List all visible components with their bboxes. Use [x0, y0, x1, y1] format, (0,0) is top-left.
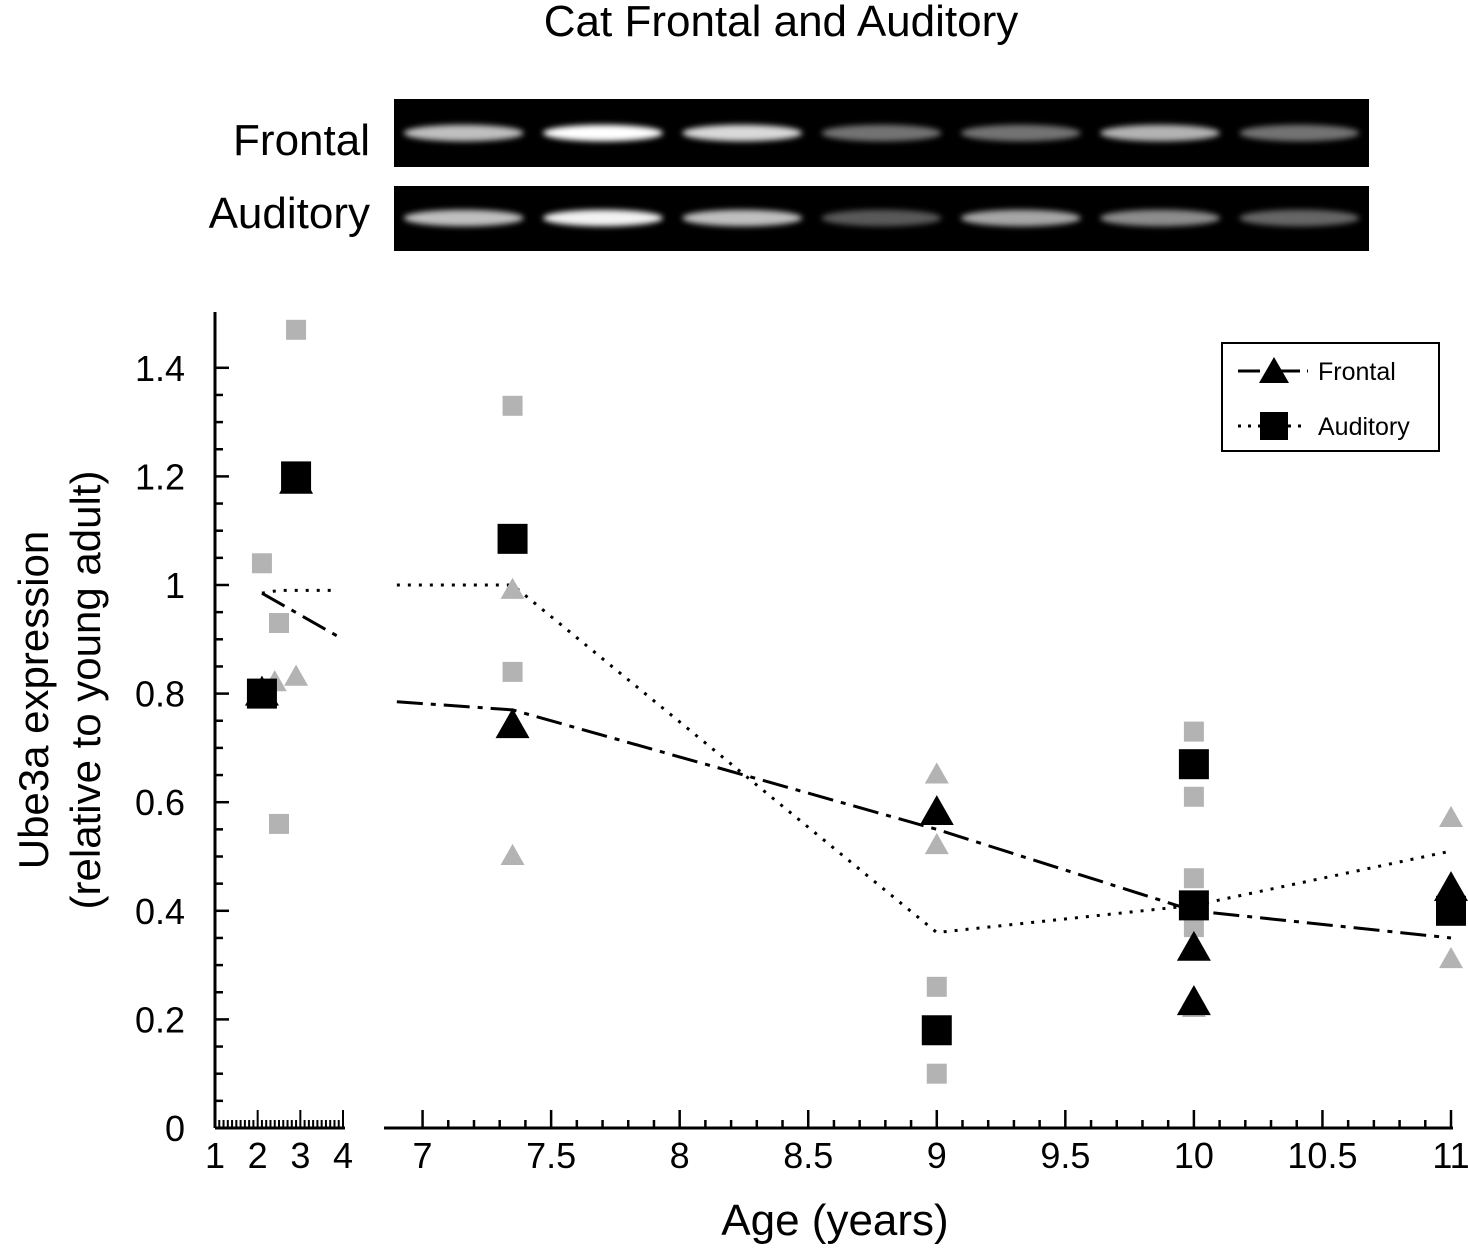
- x-tick-label-left: 4: [333, 1135, 353, 1176]
- y-tick-label: 1.4: [135, 348, 185, 389]
- frontal-individual-point: [1439, 946, 1463, 969]
- trend-line-frontal-left: [261, 591, 344, 641]
- blot-band-frontal: [821, 124, 942, 142]
- blot-band-frontal: [1100, 124, 1221, 142]
- auditory-individual-point: [926, 1063, 947, 1084]
- data-points: [244, 319, 1468, 1084]
- legend-label-auditory: Auditory: [1318, 413, 1410, 441]
- auditory-mean-point: [1178, 749, 1209, 780]
- blot-band-auditory: [542, 209, 663, 227]
- x-tick-label-right: 8: [670, 1135, 690, 1176]
- legend-box: [1221, 342, 1440, 452]
- x-tick-label-right: 7: [413, 1135, 433, 1176]
- blot-bands: [403, 124, 1360, 227]
- y-tick-label: 1: [165, 565, 185, 606]
- y-axis-label-line1: Ube3a expression: [10, 531, 57, 870]
- auditory-mean-point: [246, 678, 277, 709]
- blot-row-label-auditory: Auditory: [209, 189, 370, 238]
- legend-marker-auditory: [1260, 412, 1288, 440]
- auditory-individual-point: [1183, 721, 1204, 742]
- western-blot-panel: Frontal Auditory: [209, 99, 1369, 251]
- x-tick-label-left: 2: [248, 1135, 268, 1176]
- blot-band-frontal: [682, 124, 803, 142]
- auditory-mean-point: [281, 461, 312, 492]
- frontal-mean-point: [495, 708, 530, 739]
- x-axis-label: Age (years): [721, 1196, 948, 1245]
- frontal-individual-point: [500, 577, 525, 599]
- y-tick-label: 0: [165, 1108, 185, 1149]
- y-tick-label: 0.4: [135, 891, 185, 932]
- auditory-mean-point: [921, 1015, 952, 1046]
- auditory-mean-point: [1436, 895, 1466, 926]
- blot-band-auditory: [682, 209, 803, 227]
- blot-band-frontal: [1239, 124, 1360, 142]
- x-tick-label-right: 9: [927, 1135, 947, 1176]
- auditory-individual-point: [1183, 786, 1204, 807]
- frontal-mean-point: [1176, 930, 1211, 961]
- y-tick-label: 0.2: [135, 999, 185, 1040]
- x-tick-label-right: 8.5: [783, 1135, 833, 1176]
- auditory-individual-point: [926, 976, 947, 997]
- x-tick-label-right: 9.5: [1040, 1135, 1090, 1176]
- trend-line-auditory-left: [261, 588, 339, 595]
- auditory-mean-point: [497, 523, 528, 554]
- x-tick-label-right: 10: [1174, 1135, 1214, 1176]
- auditory-individual-point: [251, 553, 272, 574]
- trend-lines: [261, 583, 1452, 940]
- y-tick-label: 1.2: [135, 456, 185, 497]
- frontal-mean-point: [1176, 985, 1211, 1016]
- x-tick-label-left: 1: [205, 1135, 225, 1176]
- auditory-individual-point: [286, 319, 307, 340]
- blot-band-frontal: [542, 124, 663, 142]
- x-tick-label-right: 7.5: [526, 1135, 576, 1176]
- x-tick-label-left: 3: [290, 1135, 310, 1176]
- blot-band-auditory: [1239, 209, 1360, 227]
- blot-band-auditory: [403, 209, 524, 227]
- auditory-individual-point: [502, 395, 523, 416]
- trend-line-frontal-right: [396, 700, 1452, 940]
- trend-line-auditory-right: [396, 583, 1452, 935]
- auditory-individual-point: [502, 661, 523, 682]
- legend: Frontal Auditory: [1221, 342, 1440, 452]
- chart-title: Cat Frontal and Auditory: [544, 0, 1018, 46]
- frontal-individual-point: [284, 664, 309, 686]
- y-tick-label: 0.6: [135, 782, 185, 823]
- blot-row-label-frontal: Frontal: [233, 116, 370, 165]
- blot-band-auditory: [821, 209, 942, 227]
- blot-band-frontal: [403, 124, 524, 142]
- blot-band-frontal: [960, 124, 1081, 142]
- plot-axes: 00.20.40.60.811.21.41 2 3 4 7 7.5 8 8.5 9 9.5 10 10…: [135, 312, 1468, 1176]
- frontal-individual-point: [1439, 805, 1463, 827]
- frontal-individual-point: [500, 843, 525, 865]
- frontal-individual-point: [924, 832, 949, 855]
- frontal-mean-point: [1434, 871, 1468, 902]
- legend-label-frontal: Frontal: [1318, 358, 1396, 386]
- auditory-individual-point: [1183, 917, 1204, 938]
- auditory-mean-point: [1178, 890, 1209, 921]
- y-axis-label-line2: (relative to young adult): [62, 471, 109, 910]
- auditory-individual-point: [269, 813, 289, 834]
- auditory-individual-point: [1183, 868, 1204, 889]
- x-tick-label-right: 10.5: [1287, 1135, 1357, 1176]
- auditory-individual-point: [269, 613, 289, 634]
- legend-marker-frontal: [1259, 357, 1289, 383]
- frontal-mean-point: [919, 795, 954, 826]
- blot-band-auditory: [1100, 209, 1221, 227]
- y-tick-label: 0.8: [135, 674, 185, 715]
- x-tick-label-right: 11: [1432, 1135, 1468, 1176]
- frontal-individual-point: [924, 762, 949, 784]
- blot-band-auditory: [960, 209, 1081, 227]
